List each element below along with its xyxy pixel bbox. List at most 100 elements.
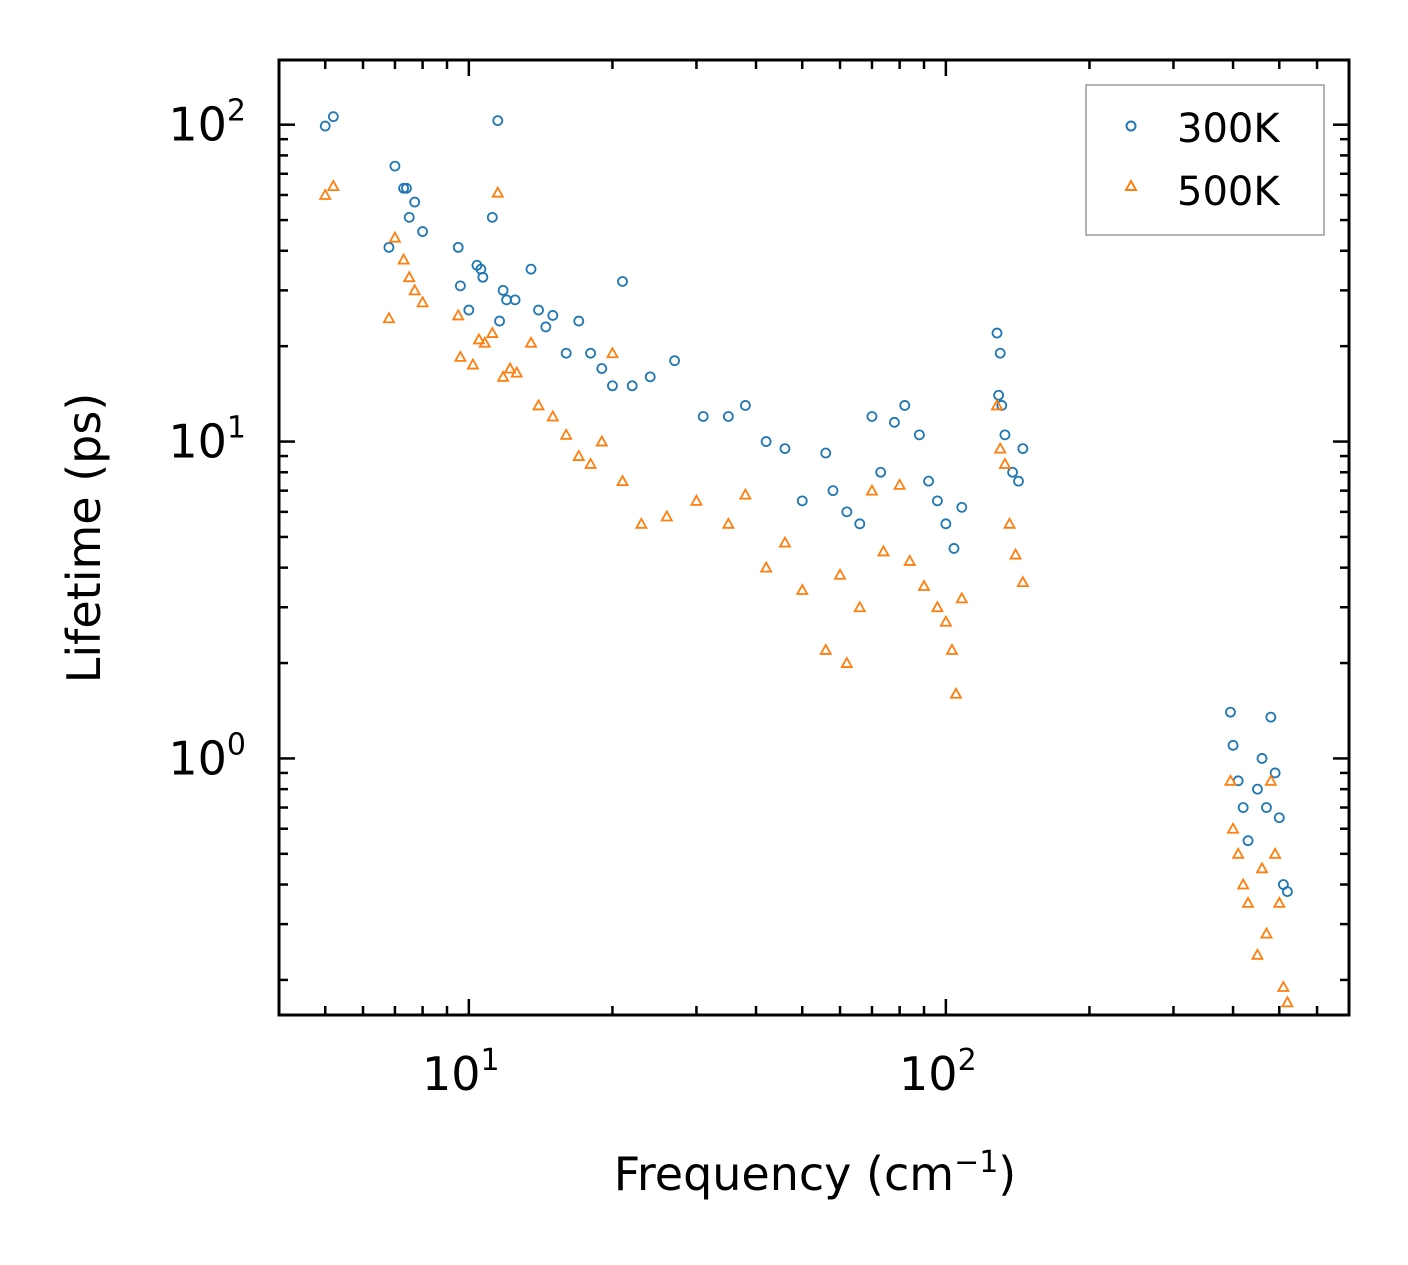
data-point-300k [1242, 835, 1254, 847]
data-point-500k [496, 370, 510, 382]
data-point-500k [840, 656, 854, 668]
data-point-500k [721, 516, 735, 529]
data-point-300k [1252, 783, 1263, 795]
data-point-500k [1250, 947, 1264, 960]
data-point-500k [510, 365, 524, 378]
data-point-300k [875, 466, 887, 478]
data-point-300k [1007, 466, 1018, 478]
data-point-500k [532, 398, 546, 411]
data-point-300k [383, 241, 395, 253]
y-axis-title: Lifetime (ps) [57, 393, 111, 684]
y-tick-label: 100 [168, 727, 246, 785]
data-point-500k [660, 509, 674, 522]
data-point-300k [327, 111, 339, 123]
data-point-500k [876, 544, 891, 557]
data-point-500k [993, 441, 1007, 454]
series-300k [319, 111, 1293, 897]
data-point-500k [930, 600, 944, 613]
data-point-300k [993, 389, 1005, 401]
legend-marker-500k [1124, 178, 1138, 191]
data-point-300k [1237, 802, 1249, 813]
y-tick-label: 101 [168, 411, 246, 469]
data-point-500k [453, 350, 467, 362]
data-point-500k [738, 487, 752, 500]
data-point-500k [451, 308, 465, 321]
data-point-500k [1223, 773, 1237, 786]
data-point-300k [779, 443, 791, 455]
data-point-500k [605, 346, 619, 359]
x-axis-title-superscript: −1 [954, 1145, 998, 1180]
data-point-300k [319, 120, 331, 132]
tick-labels-layer: 101 102 100 101 102 [168, 94, 976, 1101]
data-point-300k [913, 429, 925, 441]
data-point-300k [760, 436, 772, 447]
legend-box [1085, 84, 1325, 236]
data-point-500k [865, 483, 879, 496]
data-point-300k [547, 310, 559, 321]
series-500k [318, 179, 1294, 1008]
data-point-500k [1016, 575, 1030, 588]
data-point-500k [388, 230, 402, 243]
data-point-500k [503, 361, 517, 374]
data-point-300k [1282, 886, 1293, 897]
data-point-300k [417, 226, 429, 237]
axes-frame [277, 58, 1351, 1017]
data-point-300k [991, 327, 1003, 339]
data-point-500k [584, 457, 598, 469]
data-point-300k [1256, 753, 1268, 764]
data-point-300k [827, 485, 839, 497]
data-point-300k [1265, 711, 1277, 723]
x-axis-title-close: ) [998, 1147, 1016, 1201]
data-point-300k [509, 294, 521, 306]
data-point-500k [1264, 773, 1278, 786]
data-point-500k [1276, 980, 1290, 992]
data-point-300k [492, 115, 504, 127]
data-point-500k [572, 449, 586, 461]
data-point-500k [1226, 821, 1240, 834]
legend-label-300k: 300K [1177, 106, 1281, 152]
data-point-300k [452, 241, 464, 253]
data-point-500k [819, 643, 833, 655]
data-point-500k [416, 295, 430, 308]
data-point-300k [994, 347, 1006, 359]
data-point-500k [1259, 926, 1274, 939]
data-point-300k [932, 495, 943, 507]
data-point-300k [1269, 767, 1281, 779]
data-point-500k [949, 686, 963, 699]
data-point-500k [382, 311, 396, 324]
data-point-300k [454, 280, 466, 292]
data-point-500k [318, 188, 332, 200]
data-point-300k [644, 371, 656, 383]
data-point-300k [463, 304, 475, 316]
data-point-300k [1017, 443, 1029, 455]
data-point-300k [899, 400, 911, 411]
y-tick-label: 102 [168, 94, 246, 152]
data-point-500k [472, 332, 486, 345]
data-point-500k [634, 516, 648, 529]
data-point-500k [397, 252, 411, 265]
data-point-300k [494, 315, 505, 327]
data-point-500k [795, 583, 809, 595]
x-axis-title-text: Frequency (cm [614, 1147, 954, 1201]
data-point-300k [497, 284, 509, 296]
data-point-500k [1236, 877, 1250, 890]
data-point-500k [595, 434, 609, 447]
data-point-300k [722, 411, 734, 422]
data-point-300k [999, 429, 1011, 441]
data-point-500k [408, 283, 422, 296]
data-point-300k [540, 321, 552, 333]
data-point-300k [617, 276, 628, 287]
data-point-300k [560, 347, 572, 359]
data-point-300k [956, 501, 968, 513]
data-point-300k [697, 411, 709, 422]
data-point-300k [940, 518, 952, 530]
data-point-300k [403, 211, 415, 223]
data-point-500k [478, 335, 492, 348]
legend-marker-300k [1125, 120, 1137, 132]
data-point-500k [939, 614, 953, 627]
data-point-500k [524, 335, 538, 348]
data-point-500k [1241, 896, 1255, 908]
data-point-300k [401, 182, 412, 194]
data-point-500k [778, 535, 792, 548]
